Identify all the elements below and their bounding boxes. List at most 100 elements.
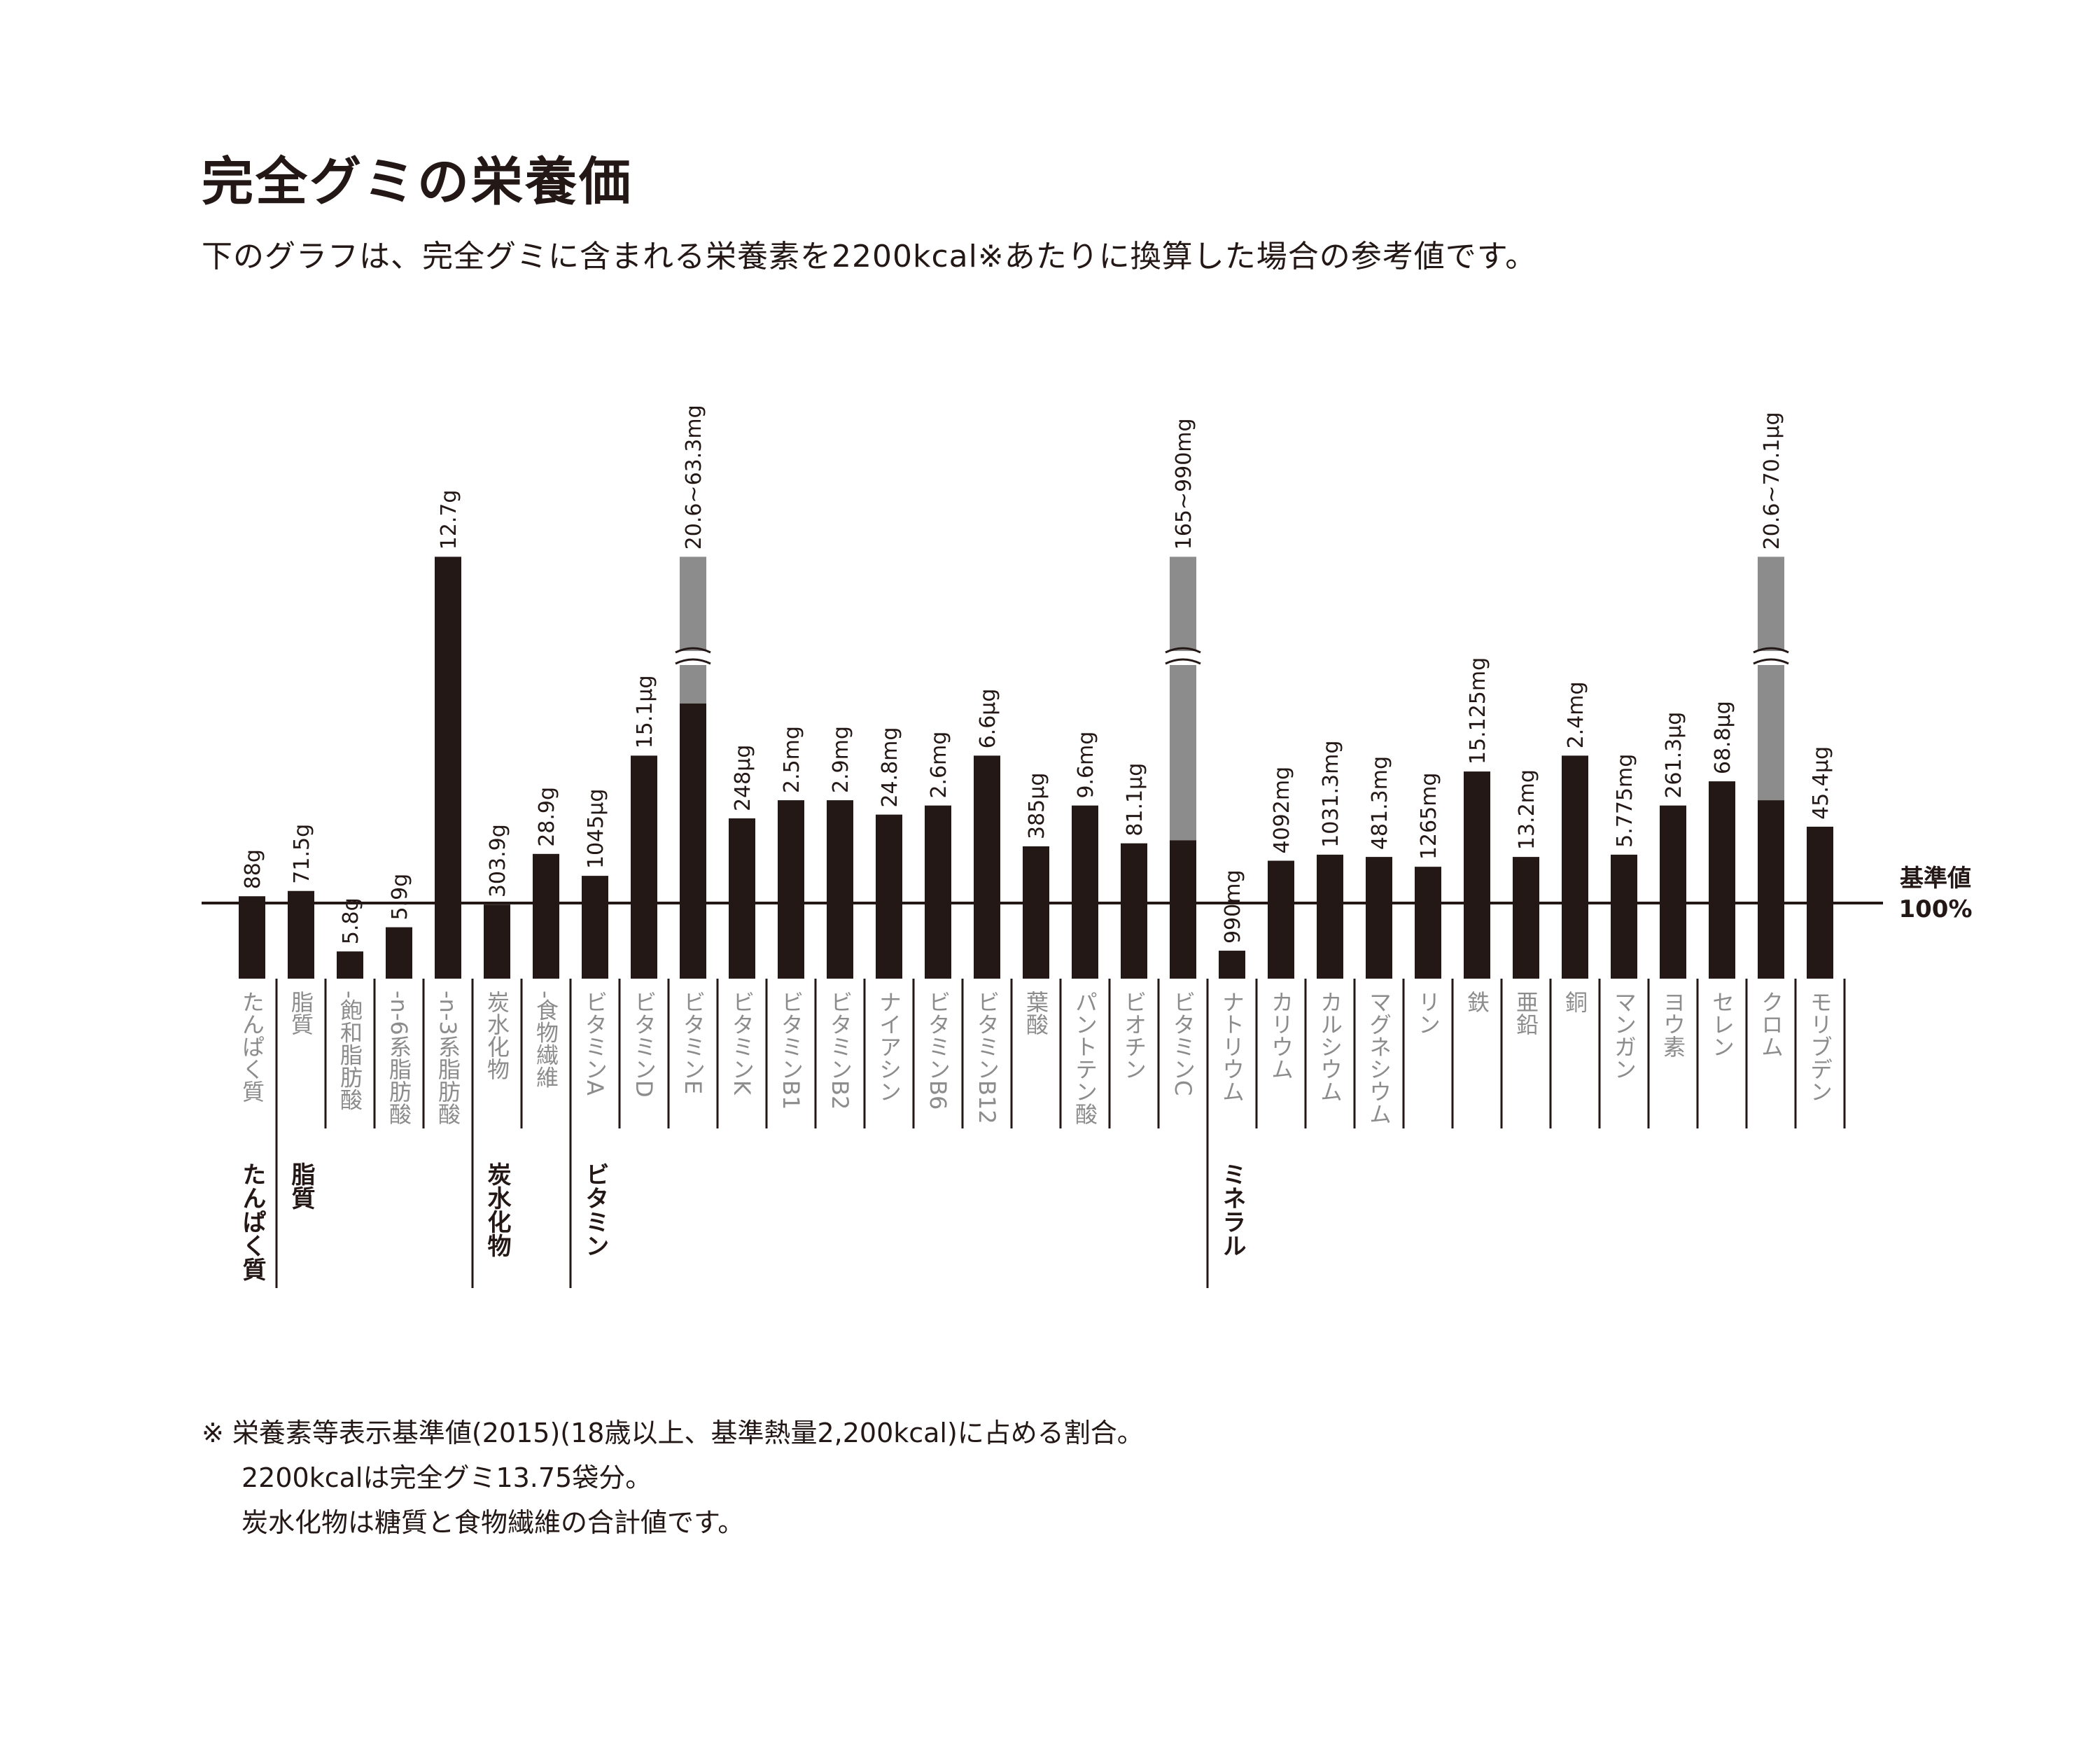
category-label: ビタミンK [729,991,755,1096]
bar [533,853,559,979]
bar-value-label: 88g [241,849,265,889]
page-subtitle: 下のグラフは、完全グミに含まれる栄養素を2200kcal※あたりに換算した場合の… [202,239,1537,274]
category-label: クロム [1758,991,1784,1058]
bar-value-label: 1031.3mg [1319,741,1343,848]
page-title: 完全グミの栄養価 [202,152,633,212]
bar [435,557,461,979]
category-label: リン [1415,991,1441,1035]
category-label: セレン [1709,991,1735,1058]
bar-value-label: 5.8g [339,897,363,944]
category-label: カルシウム [1317,991,1343,1103]
bar-value-label: 248μg [731,745,755,811]
axis-break-mark [1165,647,1201,654]
bar-value-label: 12.7g [437,490,461,550]
group-label: 炭水化物 [483,1162,511,1257]
bar-value-label: 165~990mg [1172,418,1196,550]
category-label: ビタミンA [582,991,608,1096]
bar-value-label: 261.3μg [1662,712,1686,799]
category-label: -食物繊維 [533,991,559,1089]
category-label: ビオチン [1121,991,1147,1080]
category-label: ビタミンB6 [925,991,951,1110]
bar-value-label: 2.9mg [829,726,853,793]
category-label: -飽和脂肪酸 [337,991,363,1111]
bar-value-label: 385μg [1025,773,1049,839]
category-label: ビタミンB2 [827,991,853,1110]
bar [1366,857,1392,979]
bar-value-label: 6.6μg [976,689,1000,749]
footnotes: ※ 栄養素等表示基準値(2015)(18歳以上、基準熱量2,200kcal)に占… [202,1411,1144,1545]
bar-value-label: 5.9g [388,874,412,921]
bar [1709,781,1735,979]
category-label: ビタミンC [1170,991,1196,1096]
reference-label-line2: 100% [1898,895,1973,923]
bar-value-label: 4092mg [1270,767,1294,854]
category-label: たんぱく質 [239,991,265,1103]
bar [680,703,706,979]
bar [1268,860,1294,979]
category-label: パントテン酸 [1072,991,1098,1125]
bar-value-label: 24.8mg [878,727,902,808]
axis-break-mark [675,647,711,654]
bar [1611,854,1637,979]
bar [729,818,755,979]
bar [288,890,314,979]
group-label: たんぱく質 [238,1162,266,1281]
group-label: 脂質 [287,1162,315,1210]
category-label: カリウム [1268,991,1294,1080]
reference-label-line1: 基準値 [1900,865,1971,893]
category-label: ビタミンE [680,991,706,1094]
category-label: モリブデン [1807,991,1833,1103]
footnote-line-1: ※ 栄養素等表示基準値(2015)(18歳以上、基準熱量2,200kcal)に占… [202,1418,1144,1448]
bar-value-label: 990mg [1221,870,1245,944]
bar [1170,840,1196,979]
bar-value-label: 81.1μg [1123,763,1147,837]
category-label: 葉酸 [1023,991,1049,1035]
bar-value-label: 68.8μg [1711,701,1735,774]
bar [631,755,657,979]
bar-value-label: 13.2mg [1515,769,1539,850]
bar [386,927,412,979]
bar [876,814,902,979]
category-label: 銅 [1562,991,1588,1013]
category-label: ビタミンD [631,991,657,1098]
axis-break-gap [677,651,709,665]
bar [925,805,951,979]
category-label: マンガン [1611,991,1637,1080]
bar-value-label: 71.5g [290,824,314,884]
category-label: 亜鉛 [1513,991,1539,1035]
category-label: ビタミンB1 [778,991,804,1110]
bar-value-label: 2.5mg [780,726,804,793]
bar-value-label: 9.6mg [1074,732,1098,799]
axis-break-mark [1753,647,1789,654]
bar [484,904,510,979]
group-label: ビタミン [581,1162,609,1257]
bar-value-label: 1045μg [584,789,608,869]
bar [239,896,265,979]
bar-value-label: 2.6mg [927,732,951,799]
bar-value-label: 20.6~70.1μg [1760,412,1784,550]
category-label: -n-3系脂肪酸 [435,991,461,1125]
bar [1415,867,1441,979]
bar-range [1758,557,1784,801]
bar [1219,951,1245,979]
category-label: 鉄 [1464,991,1490,1013]
category-label: -n-6系脂肪酸 [386,991,412,1125]
category-label: 炭水化物 [484,991,510,1080]
axis-break-gap [1167,651,1199,665]
axis-break-mark [1753,658,1789,665]
bar [827,800,853,979]
axis-break-mark [675,658,711,665]
bar-value-label: 28.9g [535,787,559,847]
category-label: マグネシウム [1366,991,1392,1125]
bar-value-label: 2.4mg [1564,681,1588,748]
bar [1562,755,1588,979]
bar [1317,854,1343,979]
bar-range [1170,557,1196,841]
bar-value-label: 481.3mg [1368,756,1392,850]
bar-value-label: 45.4μg [1809,746,1833,820]
category-label: ビタミンB12 [974,991,1000,1124]
category-label: ナイアシン [876,991,902,1103]
bar [582,876,608,979]
category-label: ヨウ素 [1660,991,1686,1058]
